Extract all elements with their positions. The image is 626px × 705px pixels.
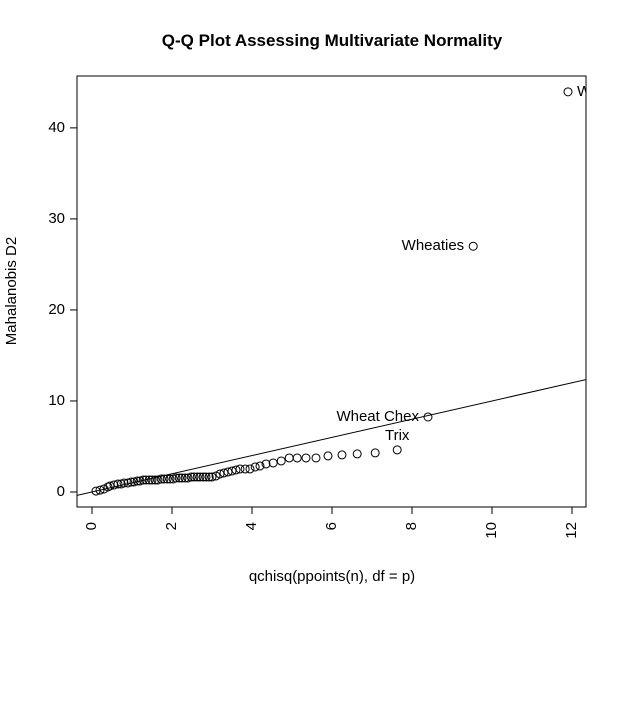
point: [171, 473, 181, 483]
y-axis-label: Mahalanobis D2: [3, 237, 20, 345]
point: [423, 412, 433, 422]
point: [231, 465, 241, 475]
point: [162, 474, 172, 484]
chart-title: Q-Q Plot Assessing Multivariate Normalit…: [162, 31, 503, 50]
point: [165, 474, 175, 484]
point: [276, 456, 286, 466]
point: [174, 473, 184, 483]
point: [177, 473, 187, 483]
point: [147, 475, 157, 485]
point: [150, 475, 160, 485]
point: [141, 475, 151, 485]
point: [468, 241, 478, 251]
reference-line: [77, 379, 586, 496]
point: [235, 464, 245, 474]
y-tick-label: 30: [48, 210, 65, 227]
x-tick-label: 12: [563, 522, 580, 539]
point: [91, 486, 101, 496]
x-tick-label: 0: [83, 522, 100, 530]
x-axis-label: qchisq(ppoints(n), df = p): [249, 568, 415, 585]
point: [180, 473, 190, 483]
point: [261, 459, 271, 469]
point: [207, 472, 217, 482]
point: [352, 449, 362, 459]
y-tick-label: 40: [48, 119, 65, 136]
x-tick-label: 2: [163, 522, 180, 530]
point: [186, 472, 196, 482]
x-tick-label: 4: [243, 522, 260, 530]
point: [192, 472, 202, 482]
point: [159, 474, 169, 484]
point: [370, 448, 380, 458]
point: [189, 472, 199, 482]
y-tick-label: 10: [48, 392, 65, 409]
point: [126, 477, 136, 487]
point: [311, 453, 321, 463]
point: [245, 464, 255, 474]
x-tick-label: 10: [483, 522, 500, 539]
point: [103, 482, 113, 492]
point-label: Wheaties: [402, 237, 465, 254]
point: [198, 472, 208, 482]
point: [392, 445, 402, 455]
point: [109, 480, 119, 490]
point: [132, 476, 142, 486]
point: [156, 474, 166, 484]
point: [563, 87, 573, 97]
point: [95, 485, 105, 495]
point: [337, 450, 347, 460]
x-tick-label: 8: [403, 522, 420, 530]
point: [240, 464, 250, 474]
point: [201, 472, 211, 482]
y-tick-label: 0: [57, 483, 65, 500]
point: [250, 462, 260, 472]
x-tick-label: 6: [323, 522, 340, 530]
point: [144, 475, 154, 485]
point: [119, 478, 129, 488]
point-label: W: [577, 83, 592, 100]
point: [292, 453, 302, 463]
y-tick-label: 20: [48, 301, 65, 318]
point: [195, 472, 205, 482]
point: [138, 475, 148, 485]
point: [323, 451, 333, 461]
point-label: Trix: [385, 427, 410, 444]
point: [301, 453, 311, 463]
point-label: Wheat Chex: [336, 408, 419, 425]
point: [204, 472, 214, 482]
point: [255, 461, 265, 471]
plot-area: Trix Wheat Chex Wheaties W: [77, 83, 592, 496]
point: [113, 479, 123, 489]
